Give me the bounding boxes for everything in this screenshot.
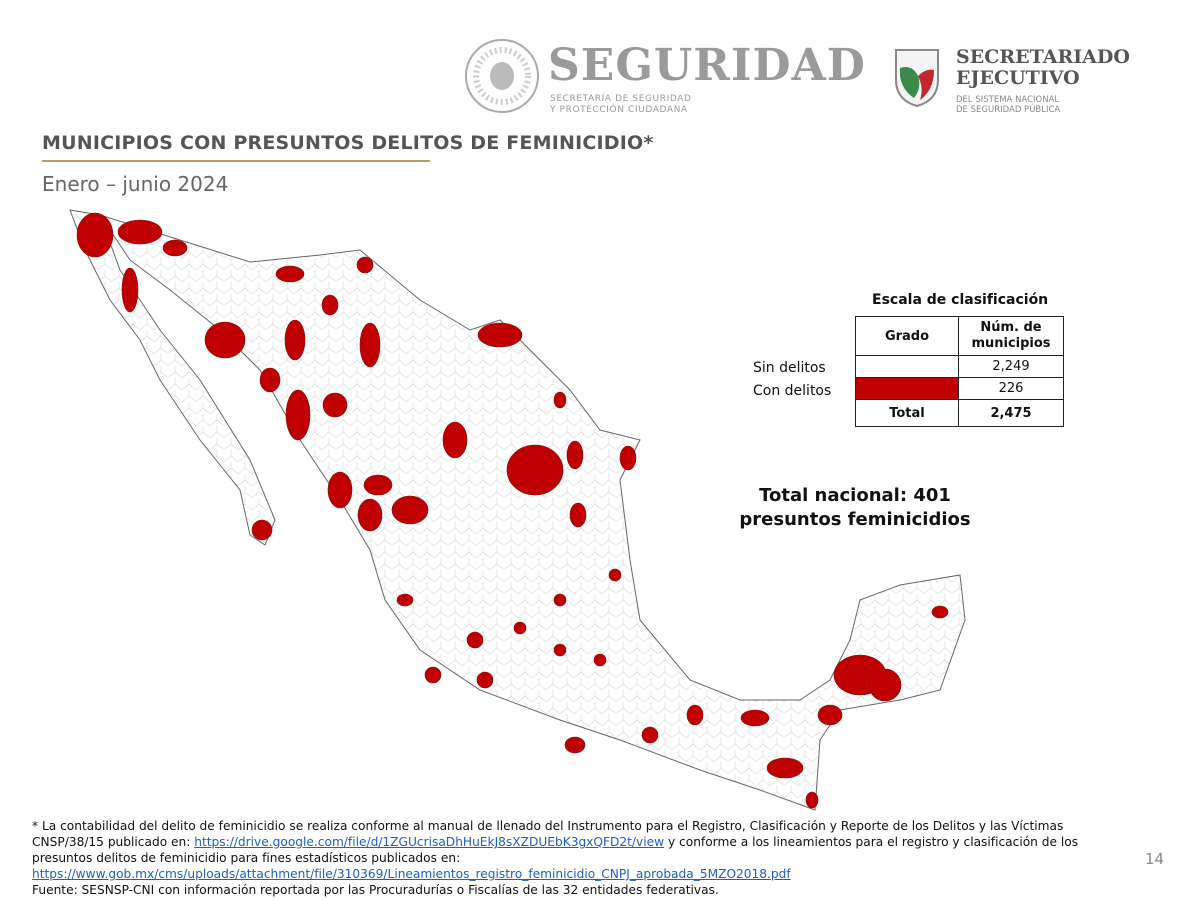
footnote: * La contabilidad del delito de feminici… <box>32 818 1122 898</box>
municipality-with-cases <box>121 267 139 313</box>
municipality-with-cases <box>553 593 567 607</box>
municipality-with-cases <box>641 726 659 744</box>
legend-row: 226 <box>855 377 1064 400</box>
municipality-with-cases <box>931 605 949 619</box>
column-header: Grado <box>855 316 959 356</box>
logo-subtitle: DEL SISTEMA NACIONAL DE SEGURIDAD PÚBLIC… <box>956 95 1060 115</box>
legend-header-row: Grado Núm. de municipios <box>855 316 1064 356</box>
legend-count: 2,475 <box>958 399 1064 427</box>
logo-title: SECRETARIADO EJECUTIVO <box>956 47 1130 89</box>
municipality-with-cases <box>363 474 393 496</box>
municipality-with-cases <box>162 239 188 257</box>
municipality-with-cases <box>686 704 704 726</box>
footnote-text: * La contabilidad del delito de feminici… <box>32 819 1064 849</box>
total-line: Total nacional: 401 <box>759 485 951 506</box>
municipality-with-cases <box>608 568 622 582</box>
logo-subtitle-line: SECRETARÍA DE SEGURIDAD <box>550 94 692 104</box>
municipality-with-cases <box>322 392 348 418</box>
slide-subtitle: Enero – junio 2024 <box>42 172 229 196</box>
legend-title: Escala de clasificación <box>872 292 1049 308</box>
legend-total-label: Total <box>855 399 959 427</box>
municipality-with-cases <box>285 389 311 441</box>
peninsula-baja <box>69 209 276 546</box>
municipality-with-cases <box>805 791 819 809</box>
municipality-with-cases <box>117 219 163 245</box>
municipality-with-cases <box>553 643 567 657</box>
municipality-with-cases <box>275 265 305 283</box>
municipality-with-cases <box>513 621 527 635</box>
municipality-with-cases <box>327 471 353 509</box>
municipality-with-cases <box>477 322 523 348</box>
title-rule <box>42 160 430 162</box>
municipality-with-cases <box>569 502 587 528</box>
municipality-with-cases <box>476 671 494 689</box>
logo-subtitle-line: Y PROTECCIÓN CIUDADANA <box>550 105 688 115</box>
municipality-with-cases <box>424 666 442 684</box>
municipality-with-cases <box>466 631 484 649</box>
legend-total-row: Total 2,475 <box>855 399 1064 427</box>
legend-swatch <box>855 355 959 378</box>
municipality-with-cases <box>251 519 273 541</box>
municipality-with-cases <box>357 498 383 532</box>
municipality-with-cases <box>868 668 902 702</box>
municipality-with-cases <box>564 736 586 754</box>
footnote-link[interactable]: https://drive.google.com/file/d/1ZGUcris… <box>194 835 665 849</box>
legend-label: Sin delitos <box>753 360 826 376</box>
logo-title-line: EJECUTIVO <box>956 67 1080 89</box>
municipality-with-cases <box>619 445 637 471</box>
municipality-with-cases <box>766 757 804 779</box>
column-header: Núm. de municipios <box>958 316 1064 356</box>
legend-label: Con delitos <box>753 383 832 399</box>
page-number: 14 <box>1145 850 1165 868</box>
shield-icon <box>895 49 939 108</box>
footnote-link[interactable]: https://www.gob.mx/cms/uploads/attachmen… <box>32 867 791 881</box>
total-line: presuntos feminicidios <box>739 509 971 530</box>
municipality-with-cases <box>817 704 843 726</box>
municipality-with-cases <box>356 256 374 274</box>
slide-title: MUNICIPIOS CON PRESUNTOS DELITOS DE FEMI… <box>42 132 654 154</box>
legend-table: Grado Núm. de municipios 2,249 226 Total… <box>855 316 1064 427</box>
legend-swatch <box>855 377 959 400</box>
municipality-with-cases <box>553 391 567 409</box>
logo-title-line: SECRETARIADO <box>956 46 1130 68</box>
municipality-with-cases <box>391 495 429 525</box>
legend-row: 2,249 <box>855 355 1064 378</box>
map <box>69 209 966 811</box>
logo-subtitle-line: DEL SISTEMA NACIONAL <box>956 95 1060 105</box>
municipality-with-cases <box>740 709 770 727</box>
logo-title: SEGURIDAD <box>548 40 866 91</box>
legend-count: 2,249 <box>958 355 1064 378</box>
seal-icon <box>465 39 539 113</box>
total-note: Total nacional: 401 presuntos feminicidi… <box>730 484 980 532</box>
legend-count: 226 <box>958 377 1064 400</box>
municipality-with-cases <box>396 593 414 607</box>
municipality-with-cases <box>566 440 584 470</box>
municipality-with-cases <box>442 421 468 459</box>
logo-subtitle: SECRETARÍA DE SEGURIDAD Y PROTECCIÓN CIU… <box>550 94 692 116</box>
municipality-with-cases <box>204 321 246 359</box>
logo-subtitle-line: DE SEGURIDAD PÚBLICA <box>956 105 1061 115</box>
footnote-source: Fuente: SESNSP-CNI con información repor… <box>32 883 719 897</box>
municipality-with-cases <box>321 294 339 316</box>
municipality-with-cases <box>593 653 607 667</box>
municipality-with-cases <box>284 319 306 361</box>
footnote-text: y conforme a los lineamientos para el re… <box>32 835 1079 865</box>
municipality-with-cases <box>359 322 381 368</box>
municipality-with-cases <box>76 212 114 258</box>
municipality-with-cases <box>506 444 564 496</box>
municipality-with-cases <box>259 367 281 393</box>
